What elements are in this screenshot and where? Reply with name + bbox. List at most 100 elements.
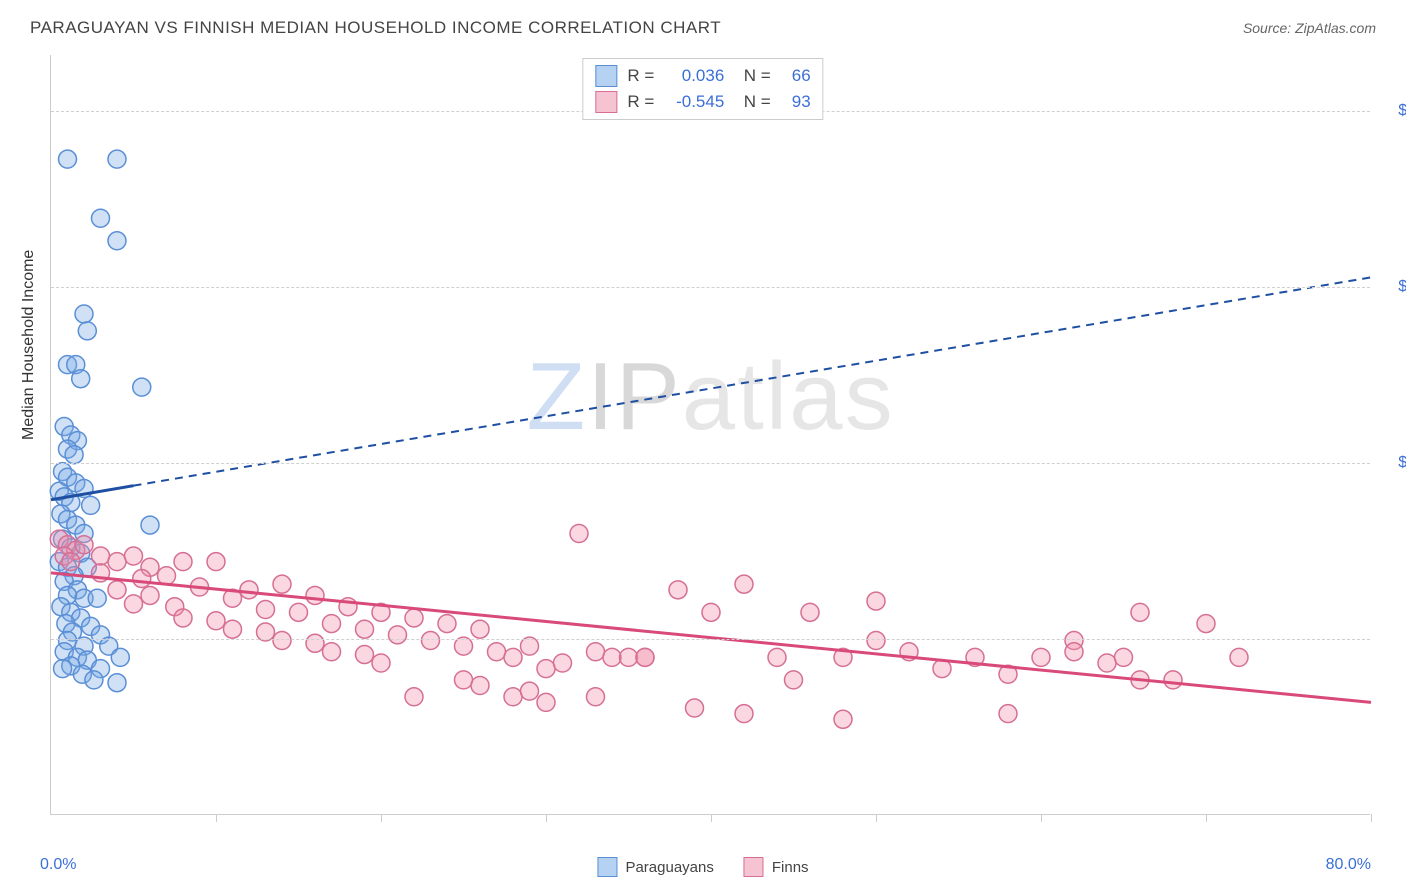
data-point [108,553,126,571]
x-tick [1371,814,1372,822]
data-point [867,631,885,649]
data-point [1131,603,1149,621]
data-point [54,660,72,678]
data-point [372,654,390,672]
stats-legend: R = 0.036 N = 66 R = -0.545 N = 93 [582,58,823,120]
x-tick [711,814,712,822]
data-point [207,553,225,571]
legend-label: Paraguayans [625,859,713,876]
data-point [669,581,687,599]
data-point [273,575,291,593]
stat-n-value: 93 [781,92,811,112]
data-point [702,603,720,621]
data-point [1115,648,1133,666]
data-point [108,674,126,692]
stats-legend-row: R =0.036 N =66 [595,63,810,89]
data-point [389,626,407,644]
data-point [141,586,159,604]
x-tick [876,814,877,822]
data-point [405,688,423,706]
y-axis-title: Median Household Income [20,250,38,440]
data-point [587,643,605,661]
y-tick-label: $62,500 [1375,630,1406,648]
stat-r-value: 0.036 [664,66,724,86]
legend-item: Paraguayans [597,857,713,877]
data-point [158,567,176,585]
data-point [85,671,103,689]
data-point [92,547,110,565]
data-point [92,209,110,227]
data-point [603,648,621,666]
data-point [587,688,605,706]
data-point [1065,643,1083,661]
x-tick [381,814,382,822]
data-point [801,603,819,621]
data-point [174,553,192,571]
y-tick-label: $125,000 [1375,454,1406,472]
y-tick-label: $250,000 [1375,102,1406,120]
data-point [620,648,638,666]
data-point [306,634,324,652]
data-point [133,570,151,588]
source-label: Source: ZipAtlas.com [1243,20,1376,36]
data-point [59,150,77,168]
gridline-h [51,639,1370,640]
data-point [133,378,151,396]
chart-header: PARAGUAYAN VS FINNISH MEDIAN HOUSEHOLD I… [0,0,1406,48]
scatter-svg [51,55,1370,814]
data-point [356,646,374,664]
data-point [422,631,440,649]
legend-item: Finns [744,857,809,877]
data-point [1230,648,1248,666]
data-point [735,705,753,723]
data-point [636,648,654,666]
data-point [356,620,374,638]
stat-r-label: R = [627,66,654,86]
stat-r-value: -0.545 [664,92,724,112]
data-point [75,536,93,554]
x-axis-min-label: 0.0% [40,856,76,874]
legend-label: Finns [772,859,809,876]
y-tick-label: $187,500 [1375,278,1406,296]
data-point [471,677,489,695]
data-point [323,643,341,661]
data-point [834,710,852,728]
data-point [554,654,572,672]
stat-r-label: R = [627,92,654,112]
data-point [438,615,456,633]
data-point [75,305,93,323]
data-point [1197,615,1215,633]
data-point [306,586,324,604]
legend-swatch [744,857,764,877]
data-point [785,671,803,689]
data-point [78,322,96,340]
x-tick [1041,814,1042,822]
data-point [323,615,341,633]
data-point [999,705,1017,723]
data-point [62,553,80,571]
data-point [111,648,129,666]
data-point [273,631,291,649]
stat-n-value: 66 [781,66,811,86]
data-point [504,688,522,706]
data-point [488,643,506,661]
data-point [224,620,242,638]
x-tick [546,814,547,822]
data-point [207,612,225,630]
data-point [735,575,753,593]
data-point [174,609,192,627]
data-point [1164,671,1182,689]
data-point [141,516,159,534]
series-legend: Paraguayans Finns [597,857,808,877]
data-point [686,699,704,717]
gridline-h [51,287,1370,288]
data-point [257,601,275,619]
data-point [290,603,308,621]
x-tick [1206,814,1207,822]
stat-n-label: N = [734,92,770,112]
data-point [405,609,423,627]
data-point [108,150,126,168]
data-point [240,581,258,599]
data-point [108,581,126,599]
stats-legend-row: R = -0.545 N = 93 [595,89,810,115]
